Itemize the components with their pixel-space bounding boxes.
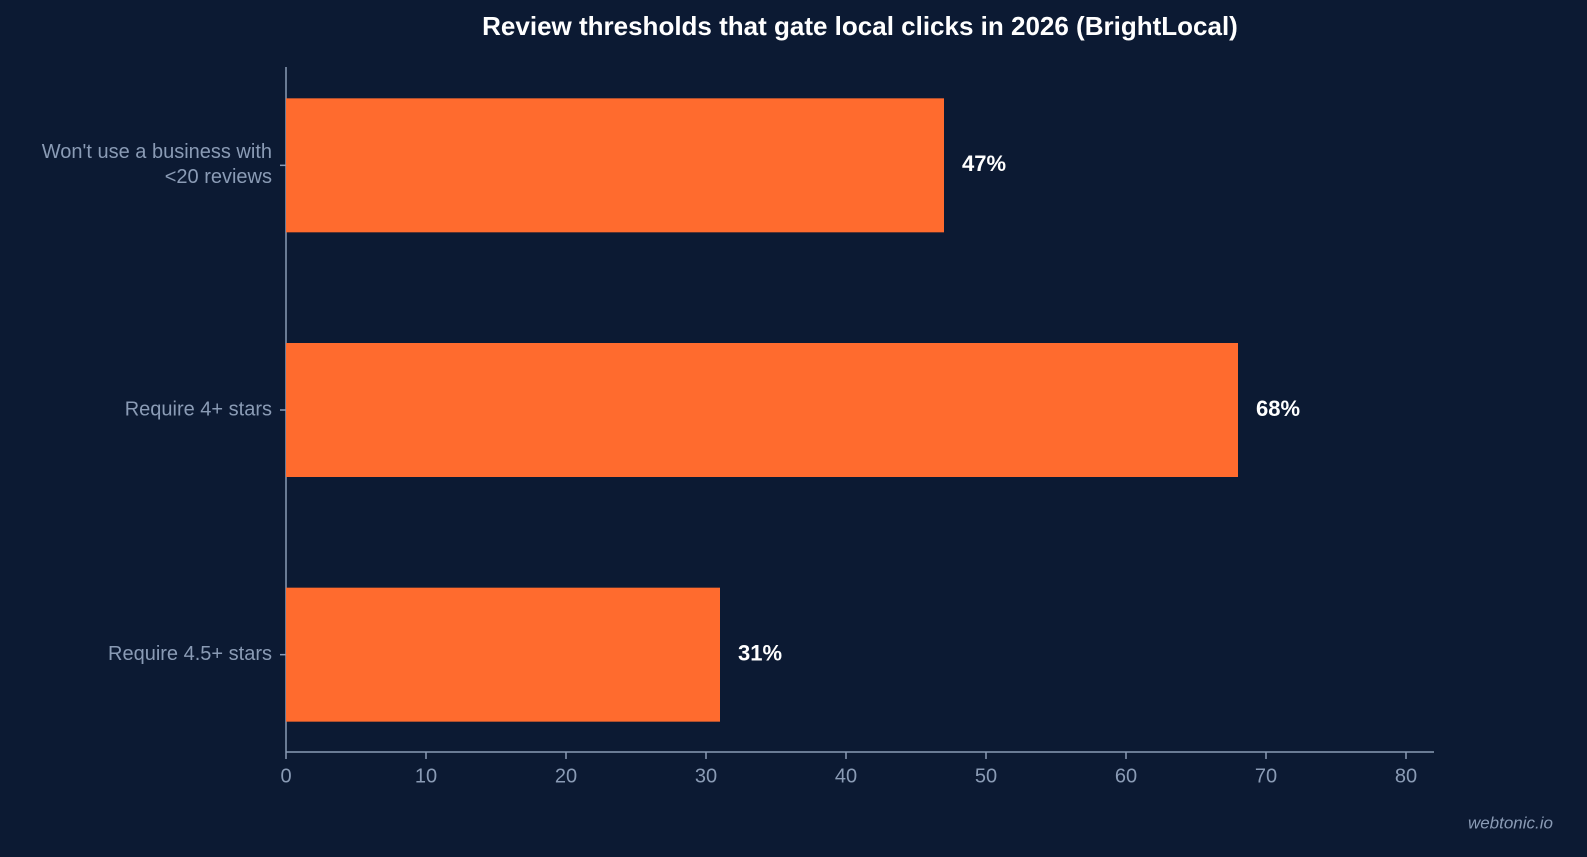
- x-tick-label: 20: [555, 765, 577, 787]
- y-tick-label: Require 4.5+ stars: [108, 643, 272, 665]
- x-tick-label: 30: [695, 765, 717, 787]
- x-tick-label: 80: [1395, 765, 1417, 787]
- x-tick-label: 50: [975, 765, 997, 787]
- bar: [286, 98, 944, 233]
- x-tick-label: 60: [1115, 765, 1137, 787]
- y-tick-label: Require 4+ stars: [125, 398, 272, 420]
- value-label: 68%: [1256, 396, 1300, 421]
- watermark: webtonic.io: [1468, 813, 1553, 832]
- chart-title: Review thresholds that gate local clicks…: [482, 11, 1238, 41]
- x-tick-label: 40: [835, 765, 857, 787]
- value-label: 31%: [738, 640, 782, 665]
- bar: [286, 343, 1238, 477]
- bar: [286, 587, 720, 722]
- x-tick-label: 10: [415, 765, 437, 787]
- y-tick-label: Won't use a business with <20 reviews: [42, 141, 272, 188]
- x-tick-label: 70: [1255, 765, 1277, 787]
- value-label: 47%: [962, 151, 1006, 176]
- x-tick-label: 0: [280, 765, 291, 787]
